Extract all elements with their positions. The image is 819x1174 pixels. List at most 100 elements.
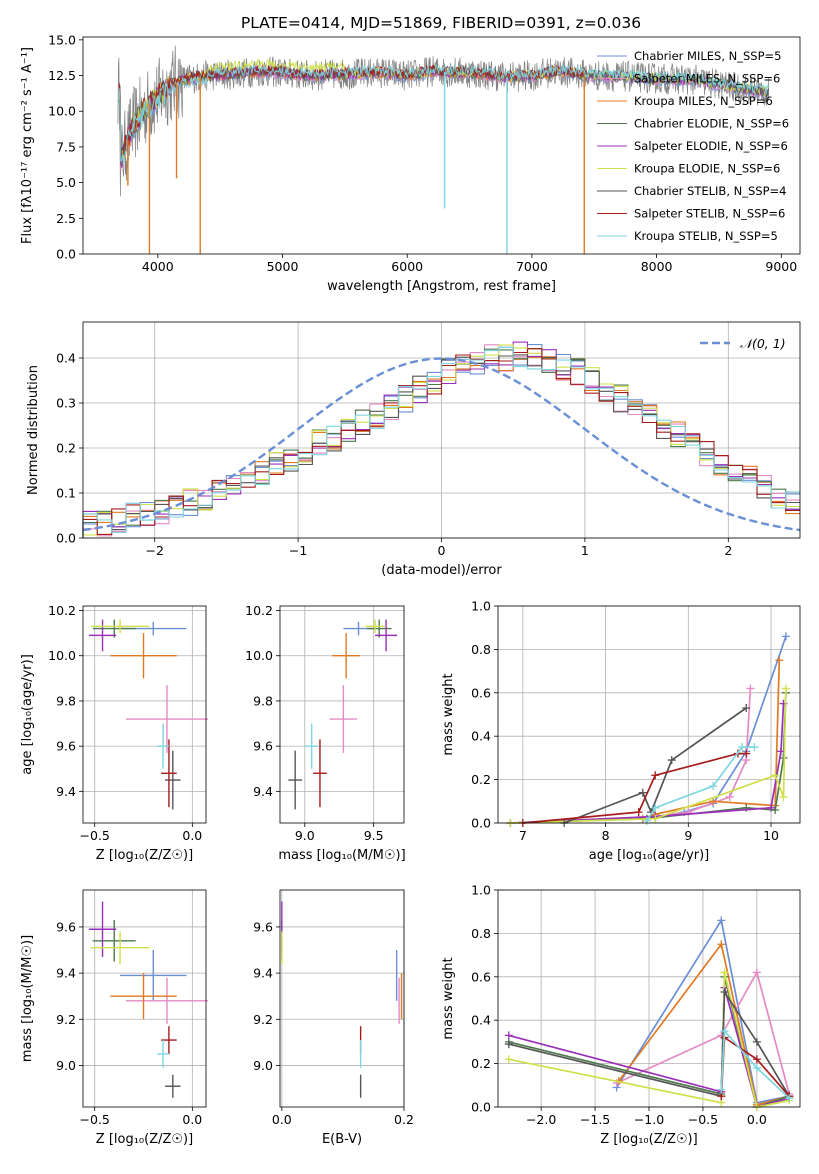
weight-vs-age-plot: 7 8 9 10 0.0 0.2 0.4 0.6 0.8 1.0 age [log₁₀(age/yr…	[441, 599, 801, 863]
spectrum-plot: 4000 5000 6000 7000 8000 9000 0.0 2.5 5.0 7.5 10.0…	[20, 32, 801, 294]
x-tick-label: 0.0	[182, 1112, 202, 1127]
y-tick-label: 10.0	[48, 104, 76, 119]
y-tick-label: 9.4	[56, 966, 76, 981]
y-tick-label: 0.4	[56, 351, 76, 366]
weight-point-marker	[720, 968, 729, 977]
weight-series-line	[655, 688, 752, 818]
legend-label: Chabrier ELODIE, N_SSP=6	[634, 117, 789, 131]
axes-frame	[82, 321, 801, 539]
y-tick-label: 0.4	[471, 1013, 491, 1028]
y-tick-label: 0.6	[471, 969, 491, 984]
x-tick-label: 0	[438, 543, 446, 558]
weight-point-marker	[725, 792, 734, 801]
x-tick-label: −2.0	[526, 1112, 556, 1127]
weight-point-marker	[752, 968, 761, 977]
mass-vs-ebv-plot: 0.0 0.2 9.0 9.2 9.4 9.6 E(B-V)	[253, 889, 414, 1147]
y-tick-label: 15.0	[48, 32, 76, 47]
x-tick-label: 9.5	[364, 828, 384, 843]
weight-point-marker	[720, 987, 729, 996]
y-tick-label: 0.1	[56, 486, 76, 501]
weight-point-marker	[717, 1085, 726, 1094]
y-tick-label: 1.0	[471, 883, 491, 898]
y-tick-label: 10.0	[48, 648, 76, 663]
weight-point-marker	[767, 803, 776, 812]
y-tick-label: 9.2	[56, 1012, 76, 1027]
x-tick-label: 9.0	[295, 828, 315, 843]
weight-series-line	[646, 636, 787, 820]
x-axis-label: (data-model)/error	[381, 563, 502, 578]
y-tick-label: 0.2	[471, 772, 491, 787]
histogram-step-line	[82, 347, 800, 538]
legend-label: Salpeter STELIB, N_SSP=6	[634, 207, 785, 221]
y-tick-label: 7.5	[56, 139, 76, 154]
legend-label: Kroupa ELODIE, N_SSP=6	[634, 162, 780, 176]
x-tick-label: 7	[519, 828, 527, 843]
x-tick-label: 4000	[142, 259, 174, 274]
weight-series-line	[616, 970, 791, 1095]
x-tick-label: 9	[684, 828, 692, 843]
weight-point-marker	[651, 771, 660, 780]
weight-series-line	[615, 918, 790, 1104]
x-axis-label: mass [log₁₀(M/M☉)]	[278, 848, 405, 863]
weight-point-marker	[638, 788, 647, 797]
x-axis-label: E(B-V)	[322, 1132, 362, 1147]
weight-point-marker	[750, 743, 759, 752]
weight-point-marker	[781, 632, 790, 641]
y-tick-label: 0.0	[56, 531, 76, 546]
y-tick-label: 9.8	[253, 693, 273, 708]
weight-point-marker	[738, 743, 747, 752]
x-tick-label: −0.5	[80, 828, 110, 843]
axes-frame	[279, 889, 405, 1108]
age-vs-metallicity-plot: −0.5 0.0 9.4 9.6 9.8 10.0 10.2 Z [log₁₀(Z/Z☉)] a…	[20, 603, 208, 863]
y-tick-label: 9.8	[56, 693, 76, 708]
y-tick-label: 9.0	[56, 1058, 76, 1073]
legend-label: Salpeter MILES, N_SSP=6	[634, 72, 780, 86]
weight-point-marker	[709, 782, 718, 791]
y-tick-label: 0.8	[471, 642, 491, 657]
weight-point-marker	[771, 771, 780, 780]
y-tick-label: 9.4	[56, 784, 76, 799]
x-tick-label: −0.5	[688, 1112, 718, 1127]
weight-point-marker	[752, 1063, 761, 1072]
legend-label: 𝒩(0, 1)	[740, 336, 786, 351]
x-tick-label: −1.0	[634, 1112, 664, 1127]
mass-vs-metallicity-plot: −0.5 0.0 9.0 9.2 9.4 9.6 Z [log₁₀(Z/Z☉)] mass […	[20, 889, 208, 1147]
y-tick-label: 9.6	[56, 739, 76, 754]
legend-label: Kroupa STELIB, N_SSP=5	[634, 229, 778, 243]
weight-point-marker	[717, 940, 726, 949]
weight-point-marker	[776, 747, 785, 756]
weight-point-marker	[504, 1055, 513, 1064]
weight-point-marker	[504, 1031, 513, 1040]
weight-point-marker	[752, 1037, 761, 1046]
weight-point-marker	[742, 749, 751, 758]
y-tick-label: 9.6	[56, 919, 76, 934]
y-tick-label: 10.0	[245, 648, 273, 663]
legend-label: Kroupa MILES, N_SSP=6	[634, 94, 773, 108]
axes-frame	[82, 605, 207, 824]
weight-point-marker	[781, 684, 790, 693]
y-tick-label: 9.4	[253, 784, 273, 799]
y-tick-label: 9.0	[253, 1058, 273, 1073]
y-axis-label: mass weight	[441, 673, 456, 755]
x-tick-label: 5000	[267, 259, 299, 274]
axes-frame	[82, 36, 801, 255]
x-tick-label: 0.0	[272, 1112, 292, 1127]
x-tick-label: 0.2	[394, 1112, 414, 1127]
y-tick-label: 0.2	[56, 441, 76, 456]
x-tick-label: 8	[602, 828, 610, 843]
y-axis-label: mass weight	[441, 957, 456, 1039]
x-tick-label: 0.0	[747, 1112, 767, 1127]
y-tick-label: 9.4	[253, 966, 273, 981]
weight-series-line	[618, 942, 790, 1106]
y-tick-label: 9.2	[253, 1012, 273, 1027]
y-axis-label: Flux [fλ10⁻¹⁷ erg cm⁻² s⁻¹ A⁻¹]	[20, 47, 35, 244]
x-tick-label: −1.5	[580, 1112, 610, 1127]
x-tick-label: 6000	[391, 259, 423, 274]
x-axis-label: Z [log₁₀(Z/Z☉)]	[96, 1132, 193, 1147]
x-tick-label: −1	[289, 543, 307, 558]
x-tick-label: 0.0	[182, 828, 202, 843]
weight-point-marker	[771, 805, 780, 814]
weight-point-marker	[779, 792, 788, 801]
x-axis-label: wavelength [Angstrom, rest frame]	[327, 279, 556, 294]
y-tick-label: 1.0	[471, 599, 491, 614]
